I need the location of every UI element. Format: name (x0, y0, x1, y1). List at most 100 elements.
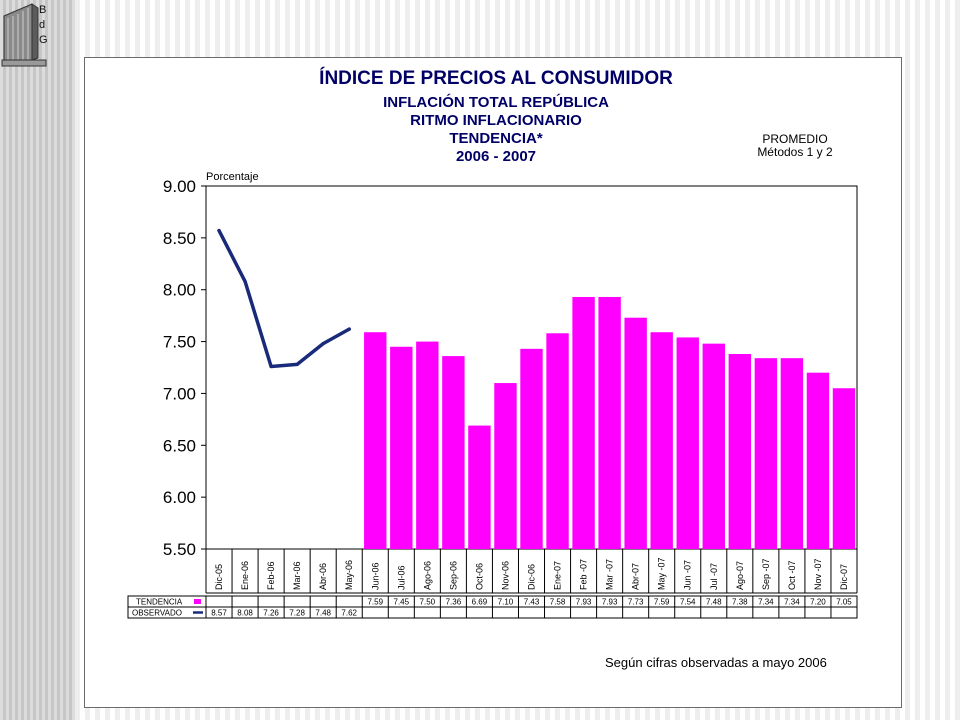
x-tick-label: Dic-06 (527, 564, 537, 590)
x-tick-label: Ago-07 (735, 561, 745, 590)
footnote: Según cifras observadas a mayo 2006 (605, 655, 827, 670)
bar-Abr-07 (624, 317, 647, 549)
x-tick-label: Jun-06 (370, 562, 380, 590)
observado-value: 7.28 (289, 609, 305, 618)
observado-point-Dic-05 (217, 228, 221, 233)
tendencia-value: 7.50 (420, 598, 436, 607)
observado-line (217, 228, 351, 369)
promedio-line-1: PROMEDIO (762, 132, 828, 146)
tendencia-value: 7.59 (367, 598, 383, 607)
tendencia-value: 7.59 (654, 598, 670, 607)
observado-point-Ene-06 (243, 279, 247, 284)
x-tick-label: Nov -07 (813, 558, 823, 590)
observado-value: 8.08 (237, 609, 253, 618)
tendencia-value: 7.36 (446, 598, 462, 607)
y-tick-label: 8.50 (163, 229, 196, 248)
bar-Sep -07 (754, 358, 778, 549)
tendencia-value: 7.10 (498, 598, 514, 607)
y-tick-label: 6.00 (163, 488, 196, 507)
tendencia-value: 7.58 (550, 598, 566, 607)
x-tick-label: Feb -07 (579, 559, 589, 590)
tendencia-value: 7.93 (602, 598, 618, 607)
x-tick-label: Sep-06 (448, 561, 458, 590)
logo-letter-d: d (39, 19, 46, 31)
observado-value: 8.57 (211, 609, 227, 618)
legend-tendencia: TENDENCIA (136, 598, 183, 607)
y-tick-label: 9.00 (163, 177, 196, 196)
x-tick-label: Jul-06 (396, 565, 406, 590)
bar-May -07 (650, 332, 673, 549)
bar-Jul -07 (702, 343, 725, 549)
x-tick-label: Ago-06 (422, 561, 432, 590)
x-tick-label: Dic-05 (214, 564, 224, 590)
y-tick-label: 8.00 (163, 281, 196, 300)
x-tick-label: Oct-06 (474, 563, 484, 590)
bar-Jun -07 (676, 337, 699, 549)
promedio-line-2: Métodos 1 y 2 (757, 145, 833, 159)
x-tick-label: Abr-07 (631, 563, 641, 590)
x-tick-label: Ene-06 (240, 561, 250, 590)
chart-subtitle-4: 2006 - 2007 (455, 147, 537, 165)
x-tick-label: Jul -07 (709, 563, 719, 590)
bar-Nov -07 (806, 372, 830, 549)
observado-point-Mar-06 (295, 362, 299, 366)
bar-Nov-06 (494, 383, 517, 549)
promedio-note: PROMEDIO Métodos 1 y 2 (740, 133, 850, 159)
bar-Ago-06 (416, 341, 439, 549)
tendencia-value: 7.20 (810, 598, 826, 607)
x-tick-label: Ene-07 (553, 561, 563, 590)
observado-value: 7.62 (341, 609, 357, 618)
y-tick-label: 5.50 (163, 540, 196, 559)
bar-Mar -07 (598, 296, 621, 549)
tendencia-value: 7.48 (706, 598, 722, 607)
tendencia-value: 7.34 (784, 598, 800, 607)
x-tick-label: Nov-06 (500, 561, 510, 590)
x-tick-label: Jun -07 (683, 560, 693, 590)
tendencia-value: 7.93 (576, 598, 592, 607)
bdg-logo: B d G (0, 0, 50, 70)
left-decorative-strip (0, 0, 75, 720)
y-tick-label: 6.50 (163, 436, 196, 455)
bar-Dic-06 (520, 348, 543, 549)
y-tick-label: 7.50 (163, 333, 196, 352)
chart-subtitle-2: RITMO INFLACIONARIO (410, 111, 582, 129)
bar-Ene-07 (546, 333, 569, 549)
chart-subtitle-3: TENDENCIA* (449, 129, 543, 147)
tendencia-value: 7.38 (732, 598, 748, 607)
tendencia-value: 7.54 (680, 598, 696, 607)
tendencia-value: 6.69 (472, 598, 488, 607)
x-tick-label: Dic-07 (839, 564, 849, 590)
observado-point-Abr-06 (321, 342, 325, 346)
bar-Sep-06 (442, 356, 465, 549)
bar-Jun-06 (364, 332, 387, 549)
x-tick-label: Oct -07 (787, 560, 797, 590)
y-tick-label: 7.00 (163, 384, 196, 403)
legend-tendencia-swatch (194, 599, 201, 604)
observado-value: 7.48 (315, 609, 331, 618)
legend-observado: OBSERVADO (132, 609, 182, 618)
observado-value: 7.26 (263, 609, 279, 618)
observado-point-Feb-06 (269, 364, 273, 369)
logo-letter-b: B (39, 4, 47, 16)
x-tick-label: Mar -07 (605, 559, 615, 590)
bar-Oct-06 (468, 425, 491, 549)
building-logo-icon (1, 3, 47, 67)
x-tick-label: Mar-06 (292, 561, 302, 590)
x-tick-label: Abr-06 (318, 563, 328, 590)
x-tick-label: May-06 (344, 560, 354, 590)
x-tick-label: Feb-06 (266, 561, 276, 590)
chart-title: ÍNDICE DE PRECIOS AL CONSUMIDOR (319, 68, 673, 89)
bar-Jul-06 (390, 346, 413, 549)
tendencia-value: 7.34 (758, 598, 774, 607)
tendencia-value: 7.45 (394, 598, 410, 607)
y-axis-label: Porcentaje (206, 171, 259, 183)
chart-titles: ÍNDICE DE PRECIOS AL CONSUMIDOR INFLACIÓ… (84, 68, 908, 166)
chart-subtitle-1: INFLACIÓN TOTAL REPÚBLICA (383, 93, 609, 111)
x-tick-label: Sep -07 (761, 558, 771, 590)
tendencia-value: 7.43 (524, 598, 540, 607)
x-tick-label: May -07 (657, 557, 667, 590)
bar-Oct -07 (780, 358, 804, 549)
bar-Feb -07 (572, 296, 595, 549)
bar-Dic-07 (832, 388, 856, 549)
